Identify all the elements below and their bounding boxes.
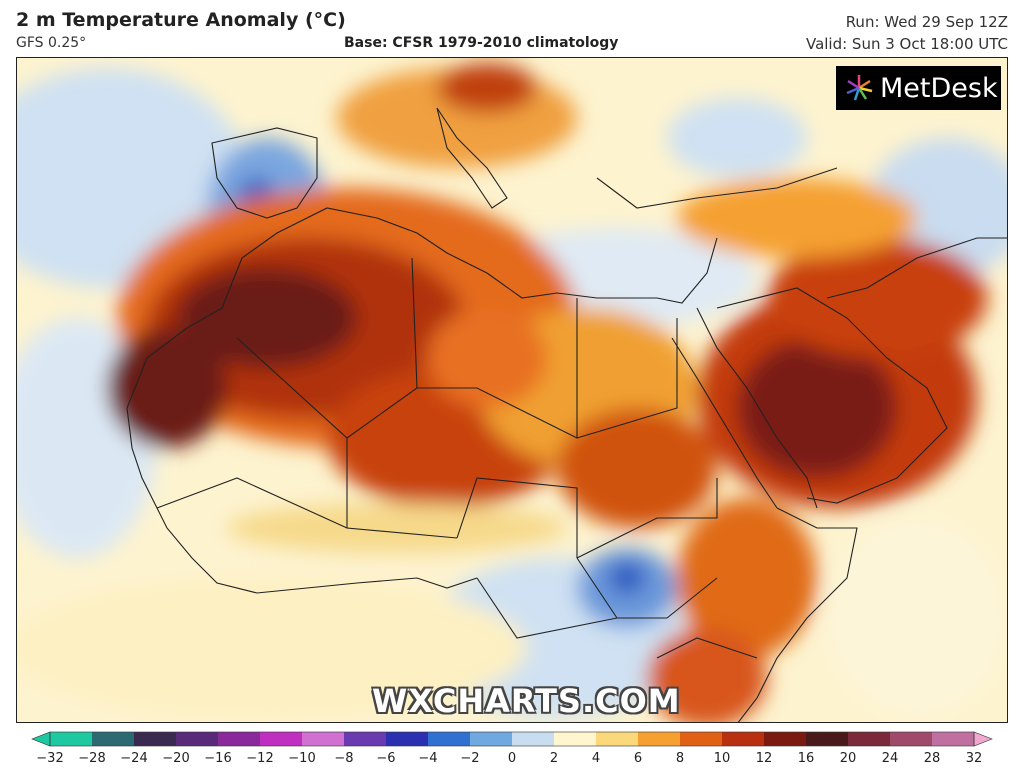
colorbar-swatch (428, 732, 471, 746)
colorbar-swatch (596, 732, 639, 746)
map-canvas (17, 58, 1007, 722)
colorbar-swatch (554, 732, 597, 746)
colorbar-swatch (890, 732, 933, 746)
colorbar-swatch (764, 732, 807, 746)
colorbar-tick-label: 4 (591, 751, 601, 766)
colorbar-tick-label: −2 (460, 751, 480, 766)
colorbar-frame (49, 731, 975, 747)
colorbar-tick-label: 0 (507, 751, 517, 766)
colorbar-tick-label: 12 (755, 751, 773, 766)
logo-text: MetDesk (880, 72, 998, 104)
colorbar-swatch (260, 732, 303, 746)
model-label: GFS 0.25° (16, 35, 87, 51)
colorbar-min-arrow (31, 731, 51, 747)
starburst-icon (846, 75, 873, 101)
colorbar-swatch (218, 732, 261, 746)
colorbar-tick-label: −4 (418, 751, 438, 766)
colorbar-tick-label: 10 (713, 751, 731, 766)
colorbar-tick-label: 32 (965, 751, 983, 766)
run-time-label: Run: Wed 29 Sep 12Z (845, 13, 1008, 31)
colorbar: −32 −28 −24 −20 −16 −12 −10 −8 −6 −4 −2 0 2 4 6 8 10 12 16… (30, 729, 994, 769)
colorbar-tick-label: −8 (334, 751, 354, 766)
colorbar-swatch (638, 732, 681, 746)
valid-time-label: Valid: Sun 3 Oct 18:00 UTC (805, 35, 1008, 53)
colorbar-tick-label: −10 (288, 751, 316, 766)
colorbar-tick-label: −16 (204, 751, 232, 766)
anomaly-map[interactable]: MetDesk WXCHARTS.COM (16, 57, 1008, 723)
colorbar-tick-label: −32 (36, 751, 64, 766)
map-borders (126, 107, 1007, 722)
colorbar-max-arrow (973, 731, 993, 747)
colorbar-swatch (512, 732, 555, 746)
chart-title: 2 m Temperature Anomaly (°C) (16, 9, 346, 31)
colorbar-scale (31, 731, 993, 747)
colorbar-swatch (92, 732, 135, 746)
colorbar-tick-label: −20 (162, 751, 190, 766)
colorbar-swatch (302, 732, 345, 746)
colorbar-swatch (176, 732, 219, 746)
colorbar-tick-label: 6 (633, 751, 643, 766)
colorbar-tick-label: −24 (120, 751, 148, 766)
colorbar-swatch (806, 732, 849, 746)
colorbar-swatch (386, 732, 429, 746)
colorbar-tick-label: 24 (881, 751, 899, 766)
colorbar-swatch (932, 732, 975, 746)
colorbar-tick-label: 8 (675, 751, 685, 766)
colorbar-tick-label: −6 (376, 751, 396, 766)
colorbar-swatch (680, 732, 723, 746)
colorbar-swatch (134, 732, 177, 746)
colorbar-tick-label: −28 (78, 751, 106, 766)
colorbar-swatch (722, 732, 765, 746)
colorbar-tick-label: −12 (246, 751, 274, 766)
colorbar-swatch (470, 732, 513, 746)
colorbar-swatch (344, 732, 387, 746)
colorbar-tick-label: 28 (923, 751, 941, 766)
watermark: WXCHARTS.COM (372, 682, 681, 720)
colorbar-swatch (50, 732, 93, 746)
colorbar-tick-label: 20 (839, 751, 857, 766)
colorbar-tick-label: 16 (797, 751, 815, 766)
colorbar-tick-label: 2 (549, 751, 559, 766)
metdesk-logo: MetDesk (836, 66, 1001, 110)
colorbar-swatch (848, 732, 891, 746)
base-climatology-label: Base: CFSR 1979-2010 climatology (344, 35, 619, 51)
